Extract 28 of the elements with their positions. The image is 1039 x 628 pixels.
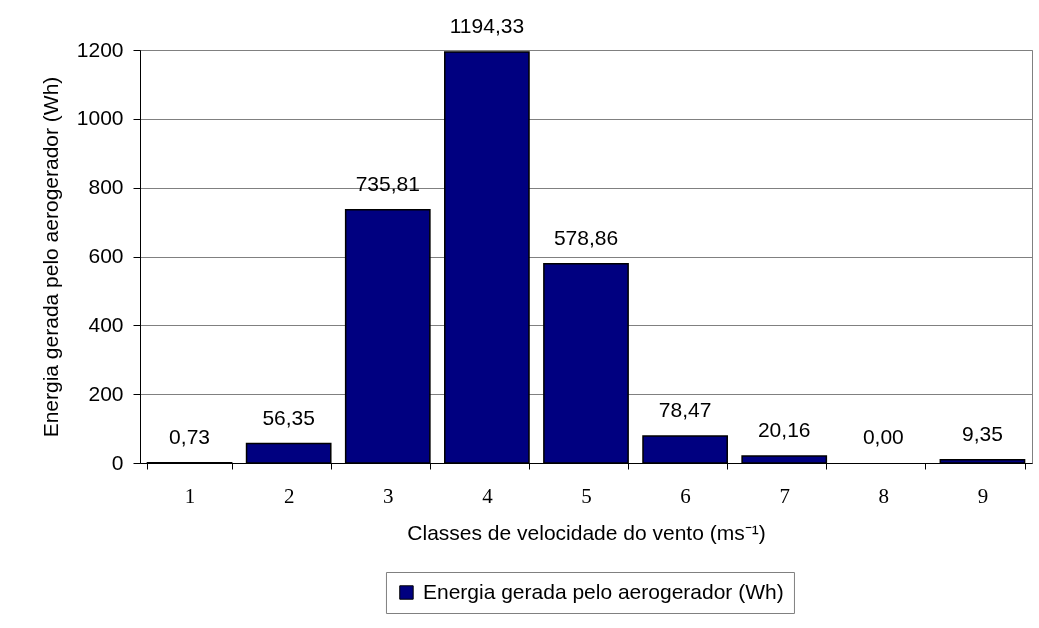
y-tick-label: 1000	[76, 106, 124, 130]
y-tick-label: 800	[88, 175, 124, 199]
x-tick-label: 2	[283, 483, 295, 508]
y-tick-label: 200	[88, 381, 124, 405]
data-label: 56,35	[262, 405, 315, 429]
x-tick-label: 4	[482, 483, 494, 508]
x-axis-title: Classes de velocidade do vento (ms⁻¹)	[407, 520, 766, 544]
x-tick-label: 5	[581, 483, 592, 508]
data-label: 0,73	[169, 424, 210, 448]
y-axis-title: Energia gerada pelo aerogerador (Wh)	[38, 76, 62, 438]
data-label: 578,86	[553, 225, 619, 249]
data-label: 1194,33	[449, 13, 525, 37]
y-tick-label: 600	[88, 244, 124, 267]
data-label: 0,00	[862, 425, 904, 448]
y-tick-label: 0	[111, 450, 124, 474]
data-label: 9,35	[962, 421, 1003, 445]
x-tick-label: 1	[184, 483, 196, 508]
y-tick-label: 400	[88, 312, 124, 336]
y-tick-label: 1200	[76, 37, 124, 61]
legend-label: Energia gerada pelo aerogerador (Wh)	[422, 579, 784, 603]
data-label: 20,16	[757, 418, 811, 442]
x-tick-label: 3	[383, 483, 394, 508]
x-tick-label: 8	[878, 483, 890, 508]
x-tick-label: 6	[680, 483, 691, 508]
x-tick-label: 9	[977, 483, 989, 508]
data-label: 735,81	[355, 171, 420, 195]
x-tick-label: 7	[779, 483, 790, 508]
data-label: 78,47	[658, 397, 712, 421]
